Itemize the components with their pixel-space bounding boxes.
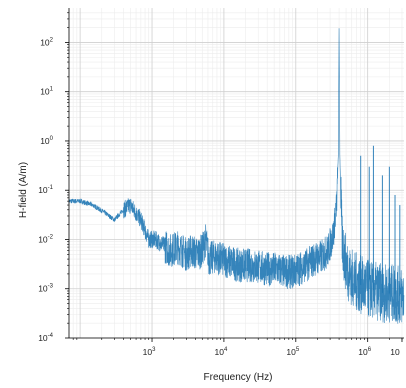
x-tick-base: 10 — [286, 347, 296, 357]
x-tick-base: 10 — [143, 347, 153, 357]
y-tick-label: 10-2 — [38, 234, 53, 244]
y-tick-label: 101 — [40, 87, 53, 97]
y-tick-label: 10-1 — [38, 185, 53, 195]
x-tick-label: 10 — [390, 347, 400, 357]
y-tick-label: 10-4 — [38, 333, 53, 343]
y-tick-base: 10 — [38, 234, 48, 244]
x-tick-base: 10 — [390, 347, 400, 357]
x-tick-exponent: 5 — [296, 347, 300, 353]
x-tick-base: 10 — [358, 347, 368, 357]
y-tick-label: 100 — [40, 136, 53, 146]
y-tick-exponent: -3 — [48, 284, 54, 290]
plot-area — [68, 28, 405, 324]
x-tick-label: 103 — [143, 347, 156, 357]
y-axis-label: H-field (A/m) — [18, 162, 29, 218]
y-tick-label: 102 — [40, 37, 53, 47]
y-tick-exponent: -2 — [48, 234, 54, 240]
y-tick-exponent: 1 — [50, 87, 54, 93]
y-tick-exponent: -1 — [48, 185, 54, 191]
y-tick-exponent: -4 — [48, 333, 54, 339]
axes — [68, 8, 404, 339]
y-tick-base: 10 — [40, 136, 50, 146]
y-tick-base: 10 — [40, 87, 50, 97]
x-axis-label: Frequency (Hz) — [204, 372, 273, 383]
y-tick-label: 10-3 — [38, 284, 53, 294]
x-tick-base: 10 — [215, 347, 225, 357]
x-tick-exponent: 4 — [224, 347, 228, 353]
x-tick-label: 105 — [286, 347, 299, 357]
y-tick-base: 10 — [40, 37, 50, 47]
x-tick-label: 106 — [358, 347, 371, 357]
y-tick-base: 10 — [38, 284, 48, 294]
y-tick-exponent: 2 — [50, 37, 54, 43]
y-tick-base: 10 — [38, 333, 48, 343]
x-tick-label: 104 — [215, 347, 228, 357]
y-tick-base: 10 — [38, 185, 48, 195]
x-tick-exponent: 3 — [152, 347, 156, 353]
series-line — [68, 28, 405, 324]
x-tick-exponent: 6 — [368, 347, 372, 353]
y-tick-exponent: 0 — [50, 136, 54, 142]
